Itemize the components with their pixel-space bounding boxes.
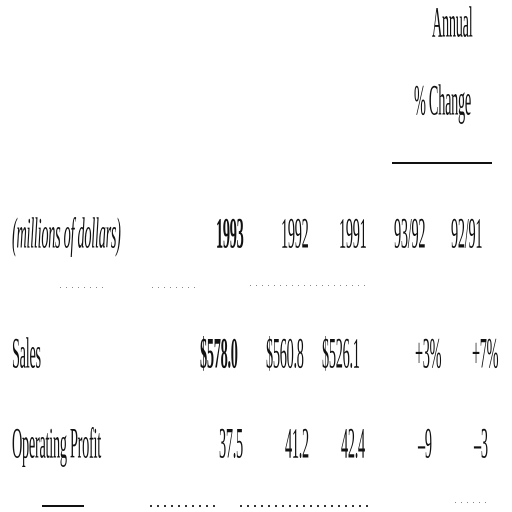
header-divider-mid: [152, 287, 200, 288]
header-percent-change: % Change: [414, 76, 471, 125]
row-label-operating-profit: Operating Profit: [12, 419, 101, 468]
units-label: (millions of dollars): [12, 209, 121, 258]
sales-change-93-92: +3%: [415, 329, 442, 378]
column-header-1992: 1992: [281, 209, 309, 258]
operating-profit-1991: 42.4: [341, 419, 365, 468]
header-annual: Annual: [432, 0, 473, 47]
header-underline: [392, 162, 492, 164]
sales-1992: $560.8: [266, 329, 304, 378]
column-header-1993: 1993: [216, 209, 244, 258]
column-header-92-91: 92/91: [451, 209, 483, 258]
row-label-sales: Sales: [12, 329, 41, 378]
header-divider-right: [250, 285, 370, 286]
column-header-93-92: 93/92: [394, 209, 426, 258]
column-header-1991: 1991: [339, 209, 367, 258]
footer-rule-right: [240, 505, 370, 507]
sales-change-92-91: +7%: [472, 329, 499, 378]
operating-profit-1993: 37.5: [219, 419, 243, 468]
footer-rule-change: [455, 502, 491, 503]
header-divider-left: [60, 287, 106, 288]
sales-1993: $578.0: [200, 329, 238, 378]
operating-profit-change-92-91: –3: [474, 419, 488, 468]
footer-rule-left: [42, 505, 84, 507]
operating-profit-change-93-92: –9: [418, 419, 432, 468]
sales-1991: $526.1: [322, 329, 360, 378]
footer-rule-mid: [150, 505, 220, 507]
operating-profit-1992: 41.2: [285, 419, 309, 468]
